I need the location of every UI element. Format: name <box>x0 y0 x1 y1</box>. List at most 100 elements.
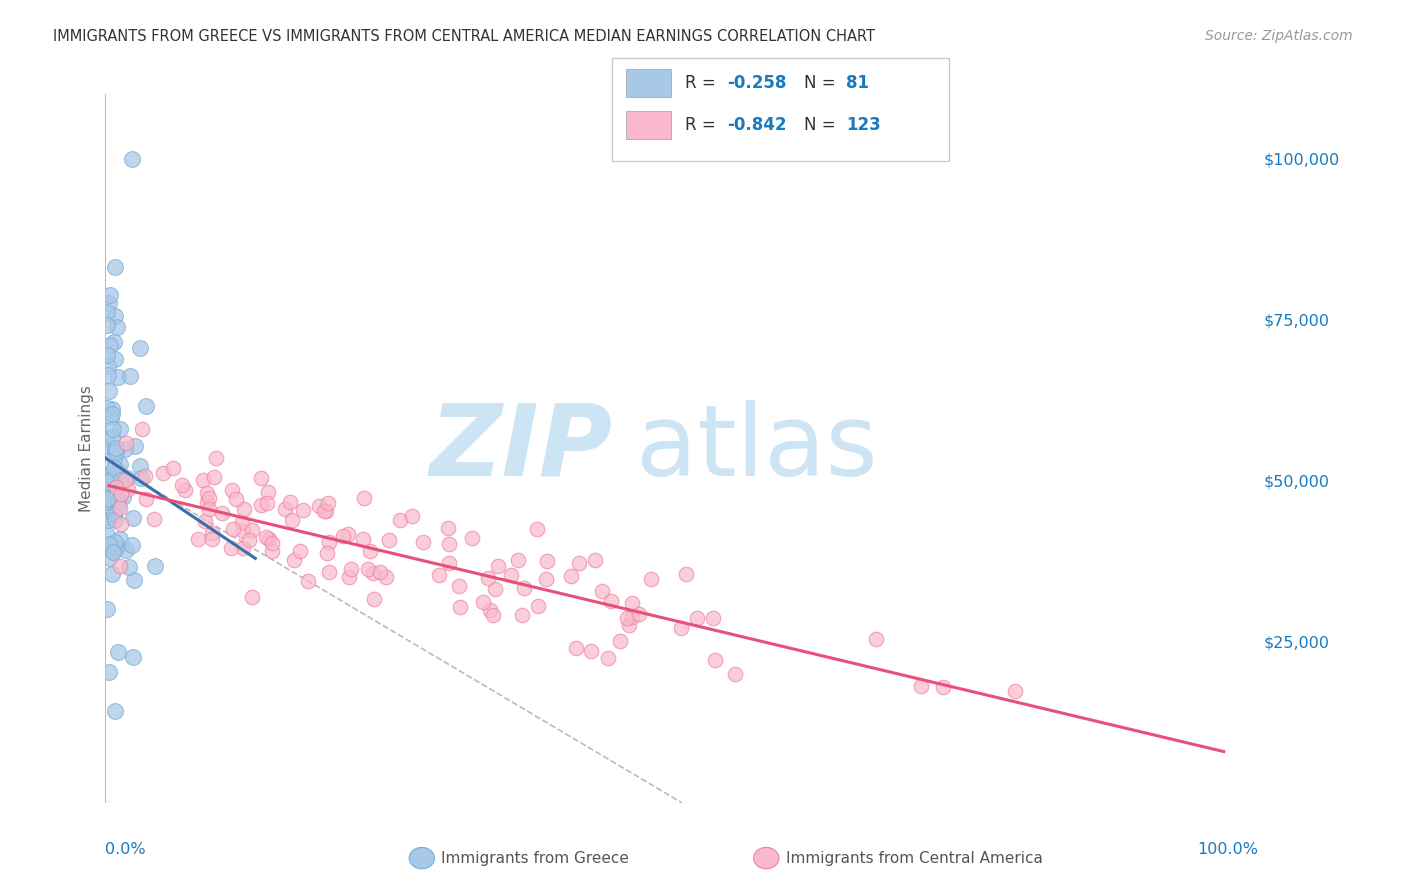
Point <box>135 399 157 413</box>
Y-axis label: Median Earnings: Median Earnings <box>79 384 94 512</box>
Point <box>103 498 125 512</box>
Point <box>104 442 127 457</box>
Point <box>96 477 118 491</box>
Point <box>98 550 121 565</box>
Point <box>724 666 747 681</box>
Point <box>221 483 243 497</box>
Text: -0.258: -0.258 <box>727 74 786 92</box>
Point <box>225 491 247 506</box>
Point <box>121 649 143 664</box>
Point <box>449 600 471 615</box>
Point <box>194 514 217 528</box>
Point <box>291 503 314 517</box>
Point <box>107 499 129 513</box>
Point <box>162 460 184 475</box>
Point <box>510 607 533 622</box>
Point <box>232 541 254 555</box>
Point <box>124 439 146 453</box>
Point <box>107 541 129 555</box>
Point <box>104 309 127 323</box>
Point <box>628 607 651 621</box>
Point <box>103 508 125 522</box>
Point <box>105 445 128 459</box>
Point <box>534 572 557 586</box>
Point <box>486 558 509 573</box>
Point <box>115 543 138 558</box>
Text: N =: N = <box>804 74 841 92</box>
Point <box>101 492 124 507</box>
Point <box>353 491 375 506</box>
Point <box>96 348 118 362</box>
Point <box>318 565 340 579</box>
Point <box>526 522 548 536</box>
Point <box>501 568 523 582</box>
Point <box>339 562 361 576</box>
Point <box>96 483 118 498</box>
Point <box>101 422 124 436</box>
Point <box>103 452 125 467</box>
Point <box>100 409 122 424</box>
Point <box>96 528 118 542</box>
Point <box>281 513 304 527</box>
Point <box>193 473 215 487</box>
Point <box>591 583 613 598</box>
Point <box>101 430 124 444</box>
Point <box>128 459 150 474</box>
Point <box>308 499 330 513</box>
Point <box>378 533 401 548</box>
Point <box>104 541 127 555</box>
Point <box>104 704 127 718</box>
Point <box>363 592 385 607</box>
Point <box>104 534 127 549</box>
Point <box>388 513 411 527</box>
Text: Immigrants from Central America: Immigrants from Central America <box>786 851 1043 865</box>
Point <box>122 511 145 525</box>
Point <box>134 469 156 483</box>
Point <box>118 369 141 384</box>
Point <box>97 475 120 489</box>
Point <box>1004 684 1026 698</box>
Point <box>527 599 550 614</box>
Point <box>108 457 131 471</box>
Point <box>361 566 384 581</box>
Point <box>96 431 118 445</box>
Point <box>274 502 297 516</box>
Point <box>233 502 256 516</box>
Point <box>187 533 209 547</box>
Point <box>129 470 152 484</box>
Point <box>142 512 165 526</box>
Point <box>143 558 166 573</box>
Point <box>447 579 470 593</box>
Point <box>103 472 125 486</box>
Point <box>256 530 278 544</box>
Point <box>865 632 887 646</box>
Text: 100.0%: 100.0% <box>1198 842 1258 857</box>
Point <box>98 478 121 492</box>
Text: Immigrants from Greece: Immigrants from Greece <box>441 851 630 865</box>
Point <box>704 652 727 666</box>
Text: N =: N = <box>804 116 841 134</box>
Point <box>437 537 460 551</box>
Point <box>97 467 120 482</box>
Point <box>481 607 503 622</box>
Point <box>609 634 631 648</box>
Point <box>110 558 132 573</box>
Point <box>242 523 264 537</box>
Point <box>312 504 335 518</box>
Point <box>477 571 499 585</box>
Point <box>536 554 558 568</box>
Point <box>278 494 301 508</box>
Point <box>352 532 374 546</box>
Point <box>107 369 129 384</box>
Point <box>96 401 118 415</box>
Point <box>260 544 283 558</box>
Point <box>96 304 118 318</box>
Point <box>910 679 932 693</box>
Point <box>110 516 132 531</box>
Point <box>375 570 398 584</box>
Point <box>283 553 305 567</box>
Point <box>100 401 122 416</box>
Point <box>111 491 134 505</box>
Point <box>97 513 120 527</box>
Point <box>288 544 311 558</box>
